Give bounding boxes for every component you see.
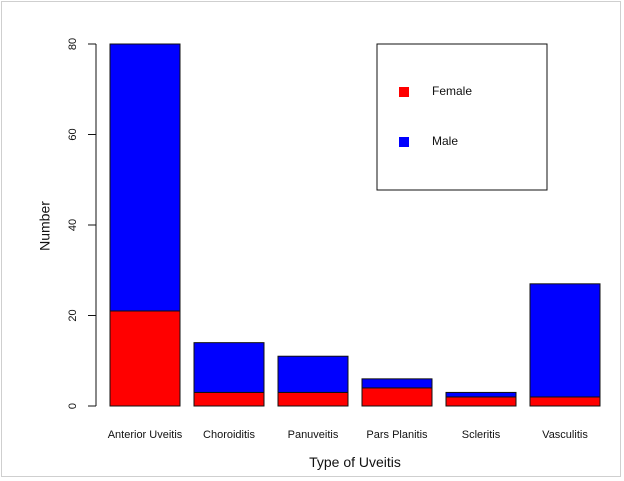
bar-panuveitis-male [277,355,349,393]
legend-box [376,43,548,191]
x-tick-label-panuveitis: Panuveitis [288,429,339,441]
y-tick-label-60: 60 [67,128,79,140]
bar-vasculitis-female [529,396,601,407]
legend-swatch-female [399,87,409,97]
legend-swatch-male [399,137,409,147]
legend-label-female: Female [432,84,472,98]
bar-scleritis-female [445,396,517,407]
x-tick-label-scleritis: Scleritis [462,429,501,441]
bars-layer [109,43,601,407]
x-tick-label-anterior-uveitis: Anterior Uveitis [108,429,183,441]
bar-pars-planitis-female [361,387,433,407]
bar-vasculitis-male [529,283,601,398]
legend-label-male: Male [432,134,458,148]
y-tick-label-20: 20 [67,309,79,321]
y-tick-label-40: 40 [67,219,79,231]
x-tick-label-vasculitis: Vasculitis [542,429,588,441]
legend: Female Male [376,43,548,191]
bar-anterior-uveitis-female [109,310,181,407]
x-tick-label-pars-planitis: Pars Planitis [366,429,428,441]
x-axis: Anterior Uveitis Choroiditis Panuveitis Par… [108,429,589,441]
x-tick-label-choroiditis: Choroiditis [203,429,255,441]
bar-pars-planitis-male [361,378,433,389]
y-tick-label-0: 0 [67,403,79,409]
bar-choroiditis-female [193,391,265,407]
bar-choroiditis-male [193,342,265,393]
y-axis-title: Number [37,201,53,251]
x-axis-title: Type of Uveitis [309,454,401,470]
y-tick-label-80: 80 [67,38,79,50]
bar-anterior-uveitis-male [109,43,181,312]
bar-panuveitis-female [277,391,349,407]
y-axis: 0 20 40 60 80 [67,38,97,409]
bar-scleritis-male [445,391,517,398]
